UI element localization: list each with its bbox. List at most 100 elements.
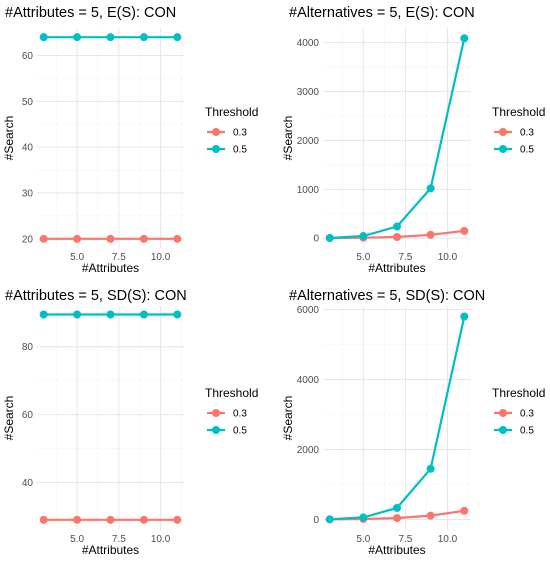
x-tick-label: 5.0: [356, 252, 370, 263]
legend: Threshold 0.3 0.5: [205, 386, 258, 437]
legend-key-point: [212, 409, 220, 417]
y-tick-label: 6000: [297, 305, 320, 316]
x-tick-label: 5.0: [70, 534, 84, 545]
legend-key-point: [499, 128, 507, 136]
data-point-0-5: [426, 464, 435, 473]
y-tick-label: 40: [22, 478, 34, 489]
legend-title: Threshold: [205, 386, 258, 400]
x-axis-label: #Attributes: [82, 543, 139, 557]
data-point-0-5: [393, 222, 401, 231]
data-point-0-5: [39, 33, 48, 42]
data-point-0-5: [359, 232, 368, 241]
data-point-0-5: [460, 312, 469, 321]
data-point-0-3: [173, 234, 182, 243]
x-tick-label: 7.5: [398, 534, 412, 545]
y-tick-label: 30: [22, 189, 34, 200]
data-point-0-5: [393, 503, 401, 512]
y-tick-label: 80: [22, 342, 34, 353]
data-point-0-3: [393, 514, 401, 523]
y-axis-label: #Search: [281, 396, 295, 441]
legend-title: Threshold: [492, 105, 545, 119]
legend-key-point: [212, 426, 220, 434]
data-point-0-5: [139, 310, 148, 319]
x-tick-label: 10.0: [438, 252, 458, 263]
data-point-0-3: [173, 515, 182, 524]
data-point-0-5: [173, 33, 182, 42]
data-point-0-3: [106, 515, 115, 524]
x-tick-label: 10.0: [151, 252, 171, 263]
data-point-0-5: [39, 310, 48, 319]
y-tick-label: 2000: [297, 445, 320, 456]
data-point-0-5: [460, 34, 469, 43]
x-tick-label: 10.0: [438, 534, 458, 545]
x-axis-label: #Attributes: [368, 261, 425, 275]
legend-title: Threshold: [205, 105, 258, 119]
y-axis-label: #Search: [2, 396, 16, 441]
data-point-0-5: [106, 33, 115, 42]
legend-label: 0.3: [520, 409, 534, 420]
x-tick-label: 7.5: [112, 534, 126, 545]
series-line-0-5: [329, 38, 466, 240]
legend-label: 0.5: [520, 145, 534, 156]
data-point-0-3: [39, 234, 48, 243]
y-tick-label: 1000: [297, 185, 320, 196]
y-tick-label: 20: [22, 234, 34, 245]
y-tick-label: 4000: [297, 38, 320, 49]
legend-key-point: [212, 145, 220, 153]
chart-title: #Alternatives = 5, E(S): CON: [289, 5, 475, 21]
chart-panel-4: 5.0 7.5 10.0 0 2000 4000 6000#Alternatives = 5…: [281, 288, 545, 557]
y-axis-label: #Search: [2, 116, 16, 161]
data-point-0-3: [426, 230, 435, 239]
data-point-0-5: [106, 310, 115, 319]
data-point-0-3: [106, 234, 115, 243]
x-tick-label: 5.0: [356, 534, 370, 545]
legend-label: 0.3: [233, 128, 247, 139]
data-point-0-3: [426, 511, 435, 520]
x-axis-label: #Attributes: [82, 261, 139, 275]
legend-label: 0.3: [233, 409, 247, 420]
x-tick-label: 5.0: [70, 252, 84, 263]
data-point-0-3: [393, 233, 401, 241]
data-point-0-3: [460, 506, 469, 515]
data-point-0-5: [173, 310, 182, 319]
x-tick-label: 10.0: [151, 534, 171, 545]
legend-title: Threshold: [492, 386, 545, 400]
y-tick-label: 2000: [297, 136, 320, 147]
y-tick-label: 60: [22, 51, 34, 62]
data-point-0-5: [73, 33, 82, 42]
data-point-0-3: [460, 226, 469, 235]
chart-title: #Alternatives = 5, SD(S): CON: [289, 288, 485, 304]
legend-label: 0.5: [233, 145, 247, 156]
data-point-0-5: [359, 513, 368, 522]
chart-title: #Attributes = 5, SD(S): CON: [5, 288, 187, 304]
chart-panel-1: 5.0 7.5 10.0 20 30 40 50 60 #Attributes = 5, E(S…: [2, 5, 258, 275]
y-axis-label: #Search: [281, 116, 295, 161]
y-tick-label: 0: [313, 515, 319, 526]
data-point-0-5: [426, 184, 435, 193]
legend: Threshold 0.3 0.5: [492, 105, 545, 156]
data-point-0-3: [73, 234, 82, 243]
y-tick-label: 0: [313, 234, 319, 245]
data-point-0-5: [325, 233, 334, 242]
legend-label: 0.3: [520, 128, 534, 139]
y-tick-label: 50: [22, 97, 34, 108]
legend-key-point: [499, 145, 507, 153]
data-point-0-5: [325, 515, 334, 524]
series-line-0-5: [329, 316, 466, 521]
legend-key-point: [499, 409, 507, 417]
y-tick-label: 40: [22, 143, 34, 154]
chart-panel-2: 5.0 7.5 10.0 0 1000 2000 3000 4000 #Alternatives…: [281, 5, 545, 275]
data-point-0-5: [73, 310, 82, 319]
data-point-0-3: [139, 234, 148, 243]
legend-key-point: [499, 426, 507, 434]
x-tick-label: 7.5: [112, 252, 126, 263]
legend-key-point: [212, 128, 220, 136]
legend-label: 0.5: [520, 426, 534, 437]
x-axis-label: #Attributes: [368, 543, 425, 557]
legend-label: 0.5: [233, 426, 247, 437]
data-point-0-3: [139, 515, 148, 524]
data-point-0-5: [139, 33, 148, 42]
chart-panel-3: 5.0 7.5 10.0 40 60 80 #Attributes = 5, SD(S): …: [2, 288, 258, 557]
